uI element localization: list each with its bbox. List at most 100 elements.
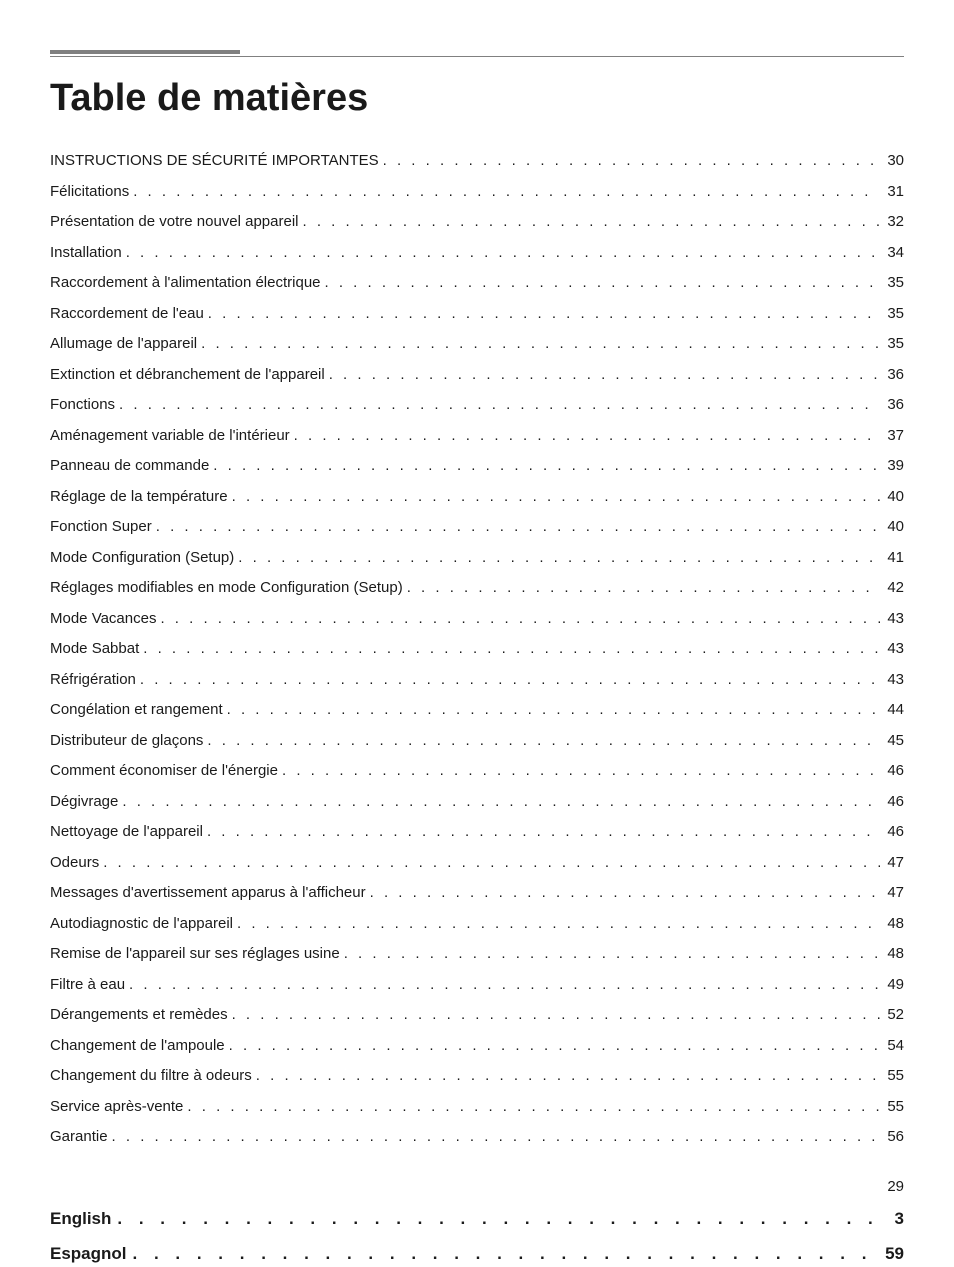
language-leader-dots: . . . . . . . . . . . . . . . . . . . . … <box>111 1205 874 1232</box>
toc-entry: INSTRUCTIONS DE SÉCURITÉ IMPORTANTES. . … <box>50 150 904 173</box>
toc-entry-page: 47 <box>880 852 904 875</box>
toc-entry-label: Odeurs <box>50 852 99 875</box>
toc-entry: Dérangements et remèdes. . . . . . . . .… <box>50 1004 904 1027</box>
language-entry-label: English <box>50 1205 111 1232</box>
toc-leader-dots: . . . . . . . . . . . . . . . . . . . . … <box>129 181 880 204</box>
toc-leader-dots: . . . . . . . . . . . . . . . . . . . . … <box>325 364 880 387</box>
toc-entry: Comment économiser de l'énergie. . . . .… <box>50 760 904 783</box>
toc-entry: Changement du filtre à odeurs. . . . . .… <box>50 1065 904 1088</box>
toc-leader-dots: . . . . . . . . . . . . . . . . . . . . … <box>223 699 880 722</box>
toc-entry-page: 47 <box>880 882 904 905</box>
toc-leader-dots: . . . . . . . . . . . . . . . . . . . . … <box>228 486 880 509</box>
toc-leader-dots: . . . . . . . . . . . . . . . . . . . . … <box>108 1126 880 1149</box>
toc-leader-dots: . . . . . . . . . . . . . . . . . . . . … <box>233 913 880 936</box>
toc-entry: Dégivrage. . . . . . . . . . . . . . . .… <box>50 791 904 814</box>
toc-entry: Raccordement de l'eau. . . . . . . . . .… <box>50 303 904 326</box>
toc-leader-dots: . . . . . . . . . . . . . . . . . . . . … <box>197 333 880 356</box>
toc-entry-label: Mode Configuration (Setup) <box>50 547 234 570</box>
toc-entry: Changement de l'ampoule. . . . . . . . .… <box>50 1035 904 1058</box>
toc-entry-label: INSTRUCTIONS DE SÉCURITÉ IMPORTANTES <box>50 150 379 173</box>
toc-entry-label: Raccordement à l'alimentation électrique <box>50 272 321 295</box>
toc-entry-label: Dérangements et remèdes <box>50 1004 228 1027</box>
toc-leader-dots: . . . . . . . . . . . . . . . . . . . . … <box>118 791 880 814</box>
toc-entry-page: 44 <box>880 699 904 722</box>
toc-entry-page: 46 <box>880 791 904 814</box>
toc-entry-page: 45 <box>880 730 904 753</box>
toc-leader-dots: . . . . . . . . . . . . . . . . . . . . … <box>203 821 880 844</box>
toc-entry: Mode Sabbat. . . . . . . . . . . . . . .… <box>50 638 904 661</box>
toc-entry-page: 40 <box>880 516 904 539</box>
toc-leader-dots: . . . . . . . . . . . . . . . . . . . . … <box>379 150 880 173</box>
toc-entry: Service après-vente. . . . . . . . . . .… <box>50 1096 904 1119</box>
toc-entry-label: Garantie <box>50 1126 108 1149</box>
toc-list: INSTRUCTIONS DE SÉCURITÉ IMPORTANTES. . … <box>50 150 904 1149</box>
toc-leader-dots: . . . . . . . . . . . . . . . . . . . . … <box>122 242 880 265</box>
toc-entry-label: Réglage de la température <box>50 486 228 509</box>
toc-entry-label: Congélation et rangement <box>50 699 223 722</box>
toc-entry: Présentation de votre nouvel appareil. .… <box>50 211 904 234</box>
toc-entry-page: 49 <box>880 974 904 997</box>
language-entry: English. . . . . . . . . . . . . . . . .… <box>50 1205 904 1232</box>
toc-entry: Congélation et rangement. . . . . . . . … <box>50 699 904 722</box>
toc-entry-label: Filtre à eau <box>50 974 125 997</box>
toc-entry-label: Panneau de commande <box>50 455 209 478</box>
toc-entry: Filtre à eau. . . . . . . . . . . . . . … <box>50 974 904 997</box>
toc-entry: Mode Configuration (Setup). . . . . . . … <box>50 547 904 570</box>
toc-entry-page: 35 <box>880 333 904 356</box>
toc-leader-dots: . . . . . . . . . . . . . . . . . . . . … <box>278 760 880 783</box>
toc-leader-dots: . . . . . . . . . . . . . . . . . . . . … <box>209 455 880 478</box>
toc-entry-page: 30 <box>880 150 904 173</box>
toc-leader-dots: . . . . . . . . . . . . . . . . . . . . … <box>136 669 880 692</box>
toc-entry: Allumage de l'appareil. . . . . . . . . … <box>50 333 904 356</box>
toc-entry: Odeurs. . . . . . . . . . . . . . . . . … <box>50 852 904 875</box>
toc-entry: Extinction et débranchement de l'apparei… <box>50 364 904 387</box>
toc-entry-page: 55 <box>880 1096 904 1119</box>
toc-entry: Remise de l'appareil sur ses réglages us… <box>50 943 904 966</box>
toc-entry-label: Remise de l'appareil sur ses réglages us… <box>50 943 340 966</box>
header-bar <box>50 50 240 54</box>
toc-entry-page: 54 <box>880 1035 904 1058</box>
toc-entry-page: 37 <box>880 425 904 448</box>
toc-entry-label: Changement de l'ampoule <box>50 1035 225 1058</box>
toc-spacer <box>50 1157 904 1205</box>
toc-entry-label: Félicitations <box>50 181 129 204</box>
toc-entry-page: 35 <box>880 272 904 295</box>
toc-leader-dots: . . . . . . . . . . . . . . . . . . . . … <box>290 425 880 448</box>
toc-entry-page: 36 <box>880 364 904 387</box>
toc-entry: Nettoyage de l'appareil. . . . . . . . .… <box>50 821 904 844</box>
toc-entry-page: 55 <box>880 1065 904 1088</box>
language-list: English. . . . . . . . . . . . . . . . .… <box>50 1205 904 1267</box>
toc-leader-dots: . . . . . . . . . . . . . . . . . . . . … <box>204 303 880 326</box>
toc-entry-page: 39 <box>880 455 904 478</box>
toc-entry: Mode Vacances. . . . . . . . . . . . . .… <box>50 608 904 631</box>
language-entry: Espagnol. . . . . . . . . . . . . . . . … <box>50 1240 904 1267</box>
language-entry-page: 3 <box>874 1205 904 1232</box>
toc-entry: Messages d'avertissement apparus à l'aff… <box>50 882 904 905</box>
toc-leader-dots: . . . . . . . . . . . . . . . . . . . . … <box>183 1096 880 1119</box>
toc-entry-page: 34 <box>880 242 904 265</box>
toc-leader-dots: . . . . . . . . . . . . . . . . . . . . … <box>225 1035 880 1058</box>
toc-entry-label: Fonction Super <box>50 516 152 539</box>
toc-leader-dots: . . . . . . . . . . . . . . . . . . . . … <box>152 516 880 539</box>
toc-entry-label: Autodiagnostic de l'appareil <box>50 913 233 936</box>
toc-entry-label: Installation <box>50 242 122 265</box>
toc-leader-dots: . . . . . . . . . . . . . . . . . . . . … <box>252 1065 880 1088</box>
toc-entry-label: Allumage de l'appareil <box>50 333 197 356</box>
toc-entry: Fonction Super. . . . . . . . . . . . . … <box>50 516 904 539</box>
toc-entry-page: 46 <box>880 760 904 783</box>
toc-entry-label: Changement du filtre à odeurs <box>50 1065 252 1088</box>
toc-entry-page: 46 <box>880 821 904 844</box>
language-leader-dots: . . . . . . . . . . . . . . . . . . . . … <box>127 1240 874 1267</box>
toc-leader-dots: . . . . . . . . . . . . . . . . . . . . … <box>340 943 880 966</box>
toc-entry-label: Nettoyage de l'appareil <box>50 821 203 844</box>
toc-entry: Raccordement à l'alimentation électrique… <box>50 272 904 295</box>
toc-leader-dots: . . . . . . . . . . . . . . . . . . . . … <box>139 638 880 661</box>
toc-entry: Félicitations. . . . . . . . . . . . . .… <box>50 181 904 204</box>
toc-entry-label: Comment économiser de l'énergie <box>50 760 278 783</box>
toc-entry-label: Réglages modifiables en mode Configurati… <box>50 577 403 600</box>
toc-leader-dots: . . . . . . . . . . . . . . . . . . . . … <box>228 1004 880 1027</box>
toc-entry-label: Réfrigération <box>50 669 136 692</box>
toc-entry-page: 32 <box>880 211 904 234</box>
toc-leader-dots: . . . . . . . . . . . . . . . . . . . . … <box>299 211 881 234</box>
header-rule <box>50 56 904 57</box>
